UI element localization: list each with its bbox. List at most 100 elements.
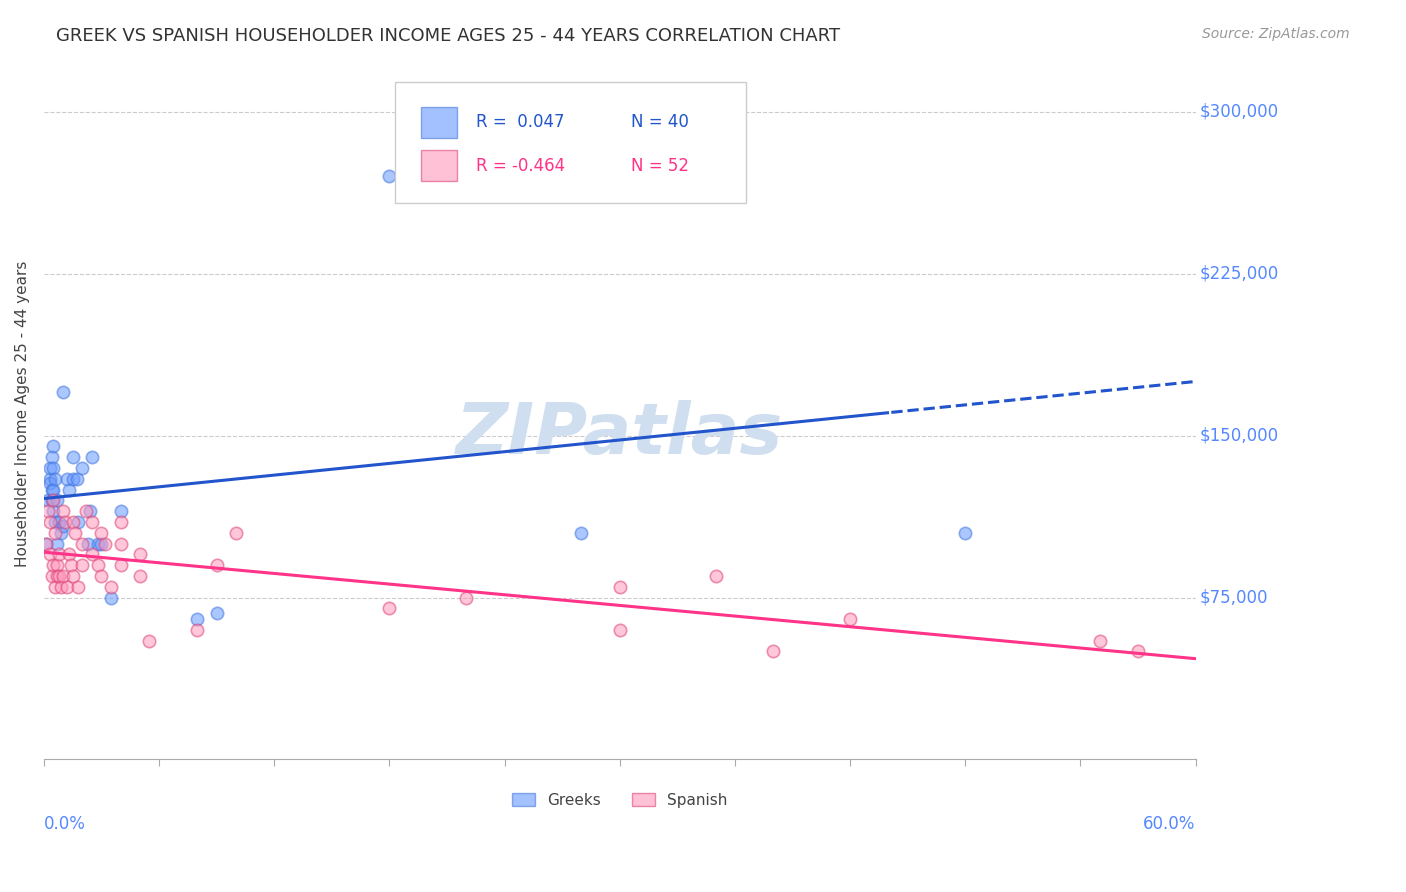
Point bbox=[41, 483, 63, 497]
Point bbox=[48, 547, 70, 561]
Point bbox=[42, 461, 65, 475]
Text: GREEK VS SPANISH HOUSEHOLDER INCOME AGES 25 - 44 YEARS CORRELATION CHART: GREEK VS SPANISH HOUSEHOLDER INCOME AGES… bbox=[56, 27, 841, 45]
Point bbox=[41, 493, 63, 508]
Point bbox=[41, 450, 63, 465]
Point bbox=[609, 623, 631, 637]
Point bbox=[38, 515, 60, 529]
Point bbox=[762, 644, 785, 658]
Point bbox=[48, 569, 70, 583]
Point bbox=[75, 504, 97, 518]
Point bbox=[90, 536, 112, 550]
Point bbox=[128, 547, 150, 561]
Point bbox=[456, 591, 478, 605]
Point bbox=[100, 580, 122, 594]
Point bbox=[90, 525, 112, 540]
Point bbox=[1126, 644, 1149, 658]
Point bbox=[1088, 633, 1111, 648]
Point bbox=[569, 525, 592, 540]
Point bbox=[42, 504, 65, 518]
Point bbox=[38, 547, 60, 561]
Point bbox=[72, 536, 94, 550]
Point bbox=[494, 180, 516, 194]
Point bbox=[52, 385, 75, 400]
Point bbox=[38, 476, 60, 491]
Text: $75,000: $75,000 bbox=[1199, 589, 1268, 607]
Point bbox=[37, 504, 59, 518]
Point bbox=[839, 612, 862, 626]
Point bbox=[52, 504, 75, 518]
Point bbox=[44, 525, 66, 540]
Point bbox=[62, 472, 84, 486]
Point bbox=[100, 591, 122, 605]
Bar bbox=[420, 150, 457, 181]
Point bbox=[205, 606, 228, 620]
Text: N = 40: N = 40 bbox=[631, 113, 689, 131]
Point bbox=[94, 536, 117, 550]
Point bbox=[86, 536, 108, 550]
Point bbox=[56, 580, 79, 594]
FancyBboxPatch shape bbox=[395, 82, 747, 203]
Point bbox=[56, 472, 79, 486]
Point bbox=[51, 580, 73, 594]
Point bbox=[53, 515, 76, 529]
Point bbox=[48, 515, 70, 529]
Point bbox=[110, 536, 132, 550]
Point bbox=[46, 558, 69, 573]
Bar bbox=[420, 106, 457, 137]
Point bbox=[62, 450, 84, 465]
Point bbox=[65, 472, 87, 486]
Point bbox=[46, 536, 69, 550]
Point bbox=[58, 483, 80, 497]
Point bbox=[58, 547, 80, 561]
Point bbox=[186, 623, 208, 637]
Point bbox=[41, 569, 63, 583]
Point bbox=[59, 558, 82, 573]
Point bbox=[110, 515, 132, 529]
Text: $300,000: $300,000 bbox=[1199, 103, 1278, 120]
Text: 60.0%: 60.0% bbox=[1143, 814, 1195, 833]
Point bbox=[128, 569, 150, 583]
Text: R = -0.464: R = -0.464 bbox=[475, 157, 565, 175]
Point bbox=[80, 450, 103, 465]
Point bbox=[90, 569, 112, 583]
Point bbox=[46, 493, 69, 508]
Point bbox=[63, 525, 86, 540]
Legend: Greeks, Spanish: Greeks, Spanish bbox=[506, 787, 734, 814]
Point bbox=[205, 558, 228, 573]
Point bbox=[51, 525, 73, 540]
Point bbox=[80, 547, 103, 561]
Point bbox=[80, 515, 103, 529]
Point bbox=[225, 525, 247, 540]
Point bbox=[378, 601, 401, 615]
Point bbox=[138, 633, 160, 648]
Point bbox=[67, 580, 90, 594]
Point bbox=[35, 536, 58, 550]
Text: N = 52: N = 52 bbox=[631, 157, 689, 175]
Point bbox=[955, 525, 977, 540]
Point bbox=[52, 569, 75, 583]
Point bbox=[62, 515, 84, 529]
Point bbox=[110, 558, 132, 573]
Y-axis label: Householder Income Ages 25 - 44 years: Householder Income Ages 25 - 44 years bbox=[15, 260, 30, 567]
Point bbox=[42, 483, 65, 497]
Point bbox=[86, 558, 108, 573]
Point bbox=[38, 461, 60, 475]
Text: Source: ZipAtlas.com: Source: ZipAtlas.com bbox=[1202, 27, 1350, 41]
Point bbox=[186, 612, 208, 626]
Point bbox=[67, 515, 90, 529]
Point bbox=[42, 558, 65, 573]
Text: 0.0%: 0.0% bbox=[44, 814, 86, 833]
Point bbox=[79, 504, 101, 518]
Point bbox=[44, 472, 66, 486]
Point bbox=[44, 580, 66, 594]
Point bbox=[72, 558, 94, 573]
Point bbox=[704, 569, 727, 583]
Point bbox=[110, 504, 132, 518]
Text: $225,000: $225,000 bbox=[1199, 265, 1278, 283]
Text: $150,000: $150,000 bbox=[1199, 426, 1278, 444]
Point bbox=[42, 439, 65, 453]
Point bbox=[52, 519, 75, 533]
Point bbox=[72, 461, 94, 475]
Text: ZIPatlas: ZIPatlas bbox=[456, 401, 783, 469]
Point bbox=[77, 536, 100, 550]
